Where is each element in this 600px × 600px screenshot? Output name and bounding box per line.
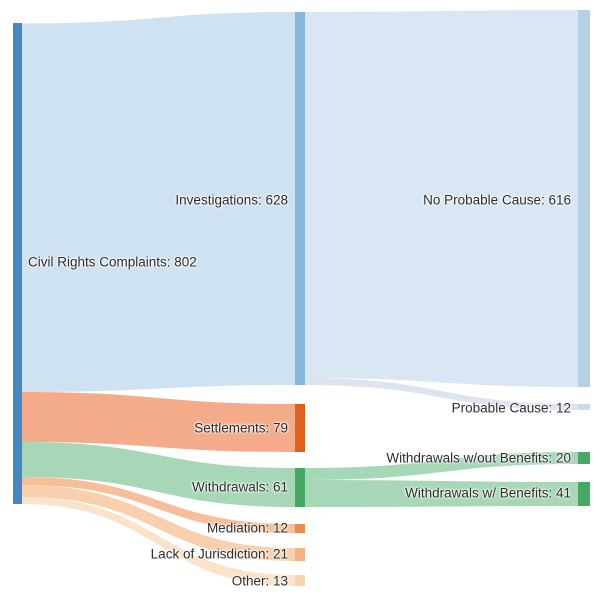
sankey-link-investigations-to-npc[interactable] <box>305 10 578 387</box>
sankey-node-settlements[interactable] <box>295 404 305 452</box>
sankey-link-withdrawals-to-wob[interactable] <box>305 452 578 480</box>
sankey-link-withdrawals-to-wb[interactable] <box>305 480 578 507</box>
sankey-node-npc[interactable] <box>578 10 590 387</box>
sankey-node-withdrawals[interactable] <box>295 468 305 507</box>
sankey-link-complaints-to-jurisdiction[interactable] <box>22 485 295 561</box>
sankey-node-wb[interactable] <box>578 482 590 506</box>
sankey-node-jurisdiction[interactable] <box>295 548 305 561</box>
sankey-node-wob[interactable] <box>578 452 590 464</box>
sankey-node-complaints[interactable] <box>13 23 22 504</box>
sankey-link-complaints-to-settlements[interactable] <box>22 392 295 452</box>
sankey-link-complaints-to-withdrawals[interactable] <box>22 442 295 507</box>
sankey-node-pc[interactable] <box>578 404 590 410</box>
sankey-node-mediation[interactable] <box>295 524 305 533</box>
sankey-link-investigations-to-pc[interactable] <box>305 378 578 410</box>
sankey-node-investigations[interactable] <box>295 12 305 385</box>
sankey-link-complaints-to-other[interactable] <box>22 497 295 586</box>
sankey-link-complaints-to-mediation[interactable] <box>22 477 295 533</box>
sankey-link-complaints-to-investigations[interactable] <box>22 12 295 392</box>
sankey-node-other[interactable] <box>295 575 305 586</box>
